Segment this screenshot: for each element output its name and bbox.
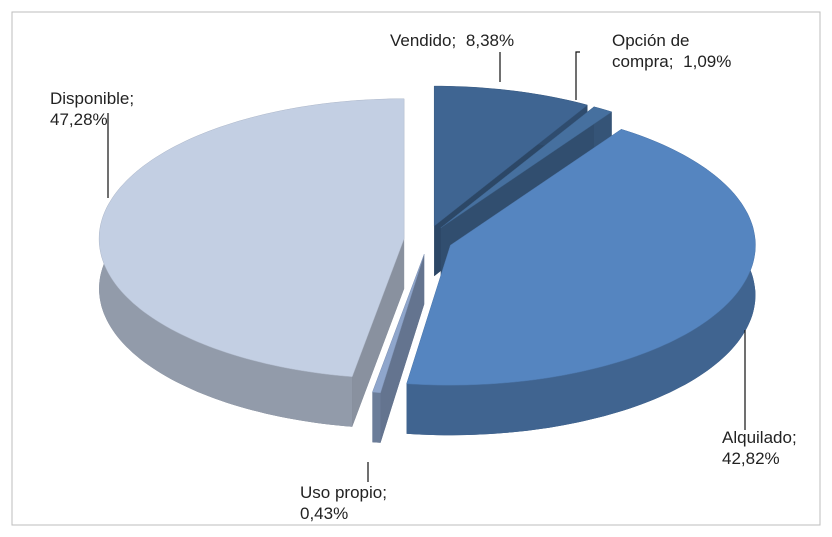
- slice-top: [433, 85, 589, 227]
- slice-outer-side: [372, 392, 381, 443]
- label-value: 42,82%: [722, 449, 780, 468]
- data-label: Disponible 47,28%: [50, 88, 180, 130]
- slice-top: [406, 129, 756, 386]
- data-label: Alquilado 42,82%: [722, 427, 832, 469]
- label-value: 8,38%: [465, 31, 515, 50]
- slice-top: [440, 106, 613, 229]
- data-label: Opción de compra 1,09%: [612, 30, 742, 72]
- data-label: Vendido 8,38%: [390, 30, 514, 51]
- label-category: Disponible: [50, 89, 134, 108]
- label-category: Uso propio: [300, 483, 387, 502]
- label-category: Alquilado: [722, 428, 797, 447]
- slice: [372, 254, 425, 443]
- slice-radial-side: [352, 238, 405, 427]
- label-category: Opción de compra: [612, 31, 690, 71]
- slice-top: [372, 254, 425, 394]
- data-label: Uso propio 0,43%: [300, 482, 420, 524]
- label-category: Vendido: [390, 31, 456, 50]
- leader-line: [575, 51, 580, 100]
- label-value: 0,43%: [300, 504, 349, 523]
- label-value: 1,09%: [683, 52, 732, 71]
- slice: [406, 129, 756, 436]
- slice-outer-side: [406, 129, 756, 436]
- label-value: 47,28%: [50, 110, 108, 129]
- slice-top: [98, 98, 405, 377]
- slice: [98, 98, 405, 427]
- slice-radial-side: [372, 254, 425, 443]
